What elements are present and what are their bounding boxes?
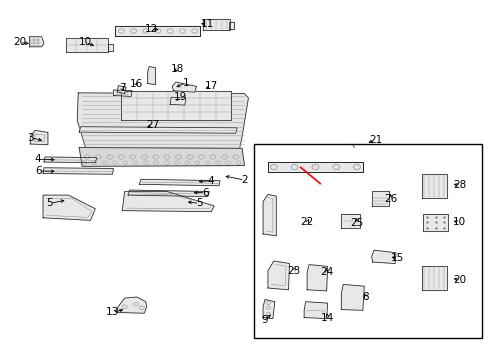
Polygon shape bbox=[263, 194, 276, 236]
Polygon shape bbox=[172, 82, 196, 92]
Text: 6: 6 bbox=[35, 166, 41, 176]
Text: 24: 24 bbox=[319, 267, 333, 277]
Polygon shape bbox=[139, 179, 220, 186]
Text: 28: 28 bbox=[452, 180, 466, 190]
Polygon shape bbox=[263, 300, 274, 319]
Polygon shape bbox=[113, 90, 132, 96]
Polygon shape bbox=[304, 302, 327, 319]
Text: 5: 5 bbox=[196, 198, 203, 208]
Text: 25: 25 bbox=[349, 218, 363, 228]
Polygon shape bbox=[43, 195, 95, 220]
Text: 5: 5 bbox=[46, 198, 53, 208]
Polygon shape bbox=[79, 148, 244, 166]
Text: 13: 13 bbox=[105, 307, 119, 318]
Text: 22: 22 bbox=[300, 217, 313, 228]
Polygon shape bbox=[107, 44, 113, 51]
Polygon shape bbox=[44, 157, 97, 163]
Polygon shape bbox=[115, 26, 200, 36]
Text: 14: 14 bbox=[320, 312, 334, 323]
Polygon shape bbox=[147, 67, 155, 85]
Text: 20: 20 bbox=[13, 37, 26, 48]
Text: 11: 11 bbox=[201, 19, 214, 29]
Text: 9: 9 bbox=[261, 315, 268, 325]
Polygon shape bbox=[306, 265, 327, 291]
Text: 4: 4 bbox=[207, 176, 214, 186]
Polygon shape bbox=[371, 191, 388, 206]
Polygon shape bbox=[117, 86, 126, 94]
Polygon shape bbox=[79, 127, 237, 133]
Text: 3: 3 bbox=[27, 132, 34, 143]
Polygon shape bbox=[66, 38, 107, 52]
Polygon shape bbox=[77, 93, 248, 148]
Polygon shape bbox=[228, 22, 233, 29]
Text: 26: 26 bbox=[384, 194, 397, 204]
Polygon shape bbox=[121, 91, 231, 120]
Text: 8: 8 bbox=[362, 292, 368, 302]
Text: 20: 20 bbox=[452, 275, 465, 285]
Polygon shape bbox=[170, 97, 185, 105]
Text: 4: 4 bbox=[35, 154, 41, 164]
Polygon shape bbox=[30, 130, 48, 145]
Polygon shape bbox=[128, 190, 209, 197]
Text: 10: 10 bbox=[452, 217, 465, 228]
Polygon shape bbox=[117, 297, 146, 313]
Polygon shape bbox=[371, 250, 395, 264]
Polygon shape bbox=[29, 37, 44, 47]
Text: 7: 7 bbox=[119, 83, 125, 93]
Polygon shape bbox=[341, 284, 364, 310]
Text: 1: 1 bbox=[182, 78, 189, 88]
Polygon shape bbox=[122, 192, 214, 212]
Bar bbox=[254, 144, 481, 338]
Polygon shape bbox=[421, 266, 446, 290]
Polygon shape bbox=[203, 19, 229, 30]
Polygon shape bbox=[267, 261, 289, 290]
Text: 16: 16 bbox=[129, 78, 142, 89]
Polygon shape bbox=[267, 162, 363, 172]
Text: 17: 17 bbox=[204, 81, 218, 91]
Text: 10: 10 bbox=[79, 37, 92, 48]
Polygon shape bbox=[341, 214, 359, 228]
Text: 19: 19 bbox=[173, 92, 186, 102]
Text: 27: 27 bbox=[145, 120, 159, 130]
Text: 18: 18 bbox=[170, 64, 183, 74]
Text: 15: 15 bbox=[389, 253, 403, 264]
Polygon shape bbox=[421, 174, 446, 198]
Text: 6: 6 bbox=[202, 188, 208, 198]
Text: 12: 12 bbox=[144, 24, 158, 34]
Text: 2: 2 bbox=[241, 175, 247, 185]
Polygon shape bbox=[43, 168, 113, 174]
Text: 23: 23 bbox=[286, 266, 300, 276]
Text: 21: 21 bbox=[368, 135, 382, 145]
Polygon shape bbox=[422, 214, 447, 231]
